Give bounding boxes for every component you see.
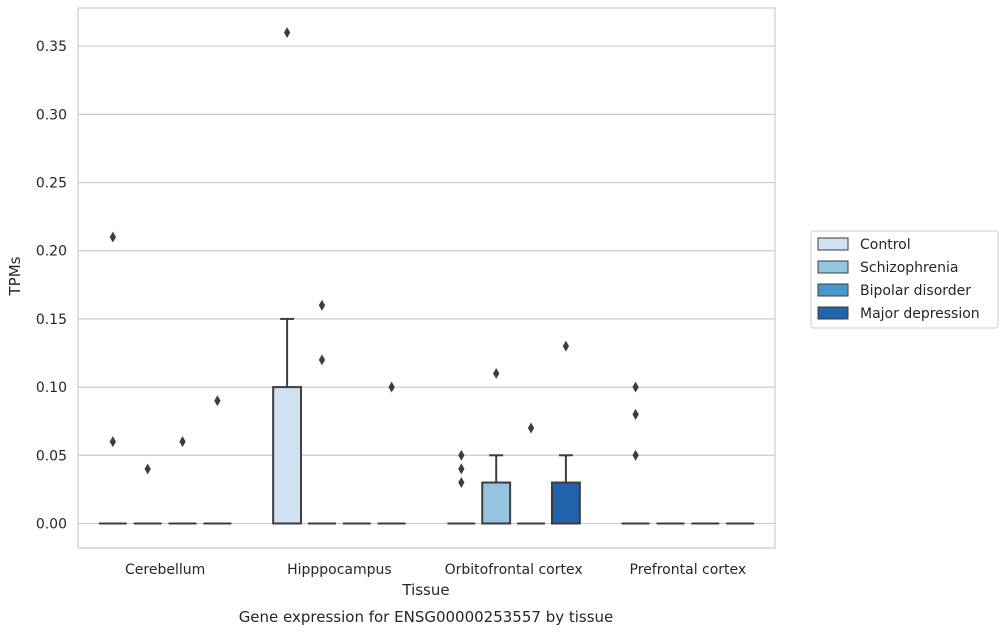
y-tick-label: 0.00 (36, 516, 67, 532)
y-tick-label: 0.10 (36, 380, 67, 396)
plot-marks (98, 27, 755, 525)
outlier-point (144, 463, 151, 475)
box-group (168, 436, 197, 525)
outlier-point (283, 27, 291, 39)
legend-label: Major depression (860, 306, 980, 322)
outlier-point (458, 477, 465, 489)
legend-swatch (817, 306, 849, 320)
box-group (377, 381, 406, 525)
box-group (98, 231, 127, 525)
box-group (203, 395, 232, 525)
outlier-point (179, 436, 186, 448)
y-tick-label: 0.05 (36, 448, 67, 464)
legend-swatch (817, 283, 849, 297)
y-tick-label: 0.30 (36, 107, 67, 123)
outlier-point (318, 354, 326, 366)
chart-title: Gene expression for ENSG00000253557 by t… (239, 608, 614, 626)
x-tick-label: Orbitofrontal cortex (445, 562, 583, 578)
outlier-point (214, 395, 221, 407)
y-axis-label: TPMs (6, 256, 24, 296)
legend-item: Bipolar disorder (817, 283, 971, 299)
outlier-point (109, 436, 116, 448)
y-tick-label: 0.15 (36, 312, 67, 328)
legend-item: Major depression (817, 306, 980, 322)
gridlines (78, 45, 775, 525)
legend-item: Schizophrenia (817, 260, 958, 276)
box (481, 481, 512, 525)
outlier-point (632, 408, 639, 420)
box-group (621, 381, 650, 525)
box-group (481, 367, 512, 525)
box (272, 386, 303, 525)
outlier-point (318, 299, 326, 311)
outlier-point (493, 367, 500, 379)
x-tick-label: Cerebellum (125, 562, 205, 578)
legend-label: Control (860, 237, 911, 253)
outlier-point (527, 422, 535, 434)
box (550, 481, 581, 525)
box-group (133, 463, 162, 525)
y-tick-label: 0.25 (36, 176, 67, 192)
box-group (447, 449, 476, 525)
outlier-point (458, 463, 465, 475)
legend-frame (810, 230, 999, 329)
legend-label: Schizophrenia (860, 260, 958, 276)
legend-label: Bipolar disorder (860, 283, 971, 299)
legend-swatch (817, 237, 849, 251)
y-tick-label: 0.35 (36, 39, 67, 55)
box-group (517, 422, 545, 525)
box-group (550, 340, 581, 525)
x-axis-label: Tissue (401, 581, 449, 599)
y-axis-ticks: 0.00 0.05 0.10 0.15 0.20 0.25 0.30 0.35 (36, 39, 67, 532)
legend: Control Schizophrenia Bipolar disorder Majo… (810, 230, 999, 329)
x-tick-label: Prefrontal cortex (630, 562, 747, 578)
x-tick-label: Hipppocampus (287, 562, 392, 578)
y-tick-label: 0.20 (36, 244, 67, 260)
outlier-point (632, 381, 639, 393)
box-group (272, 27, 303, 525)
x-axis-ticks: Cerebellum Hipppocampus Orbitofrontal cort… (125, 562, 746, 578)
legend-swatch (817, 260, 849, 274)
plot-frame (77, 7, 776, 549)
box-group (308, 299, 336, 525)
outlier-point (109, 231, 116, 243)
outlier-point (458, 449, 465, 461)
outlier-point (632, 449, 639, 461)
outlier-point (388, 381, 395, 393)
outlier-point (562, 340, 570, 352)
legend-item: Control (817, 237, 911, 253)
